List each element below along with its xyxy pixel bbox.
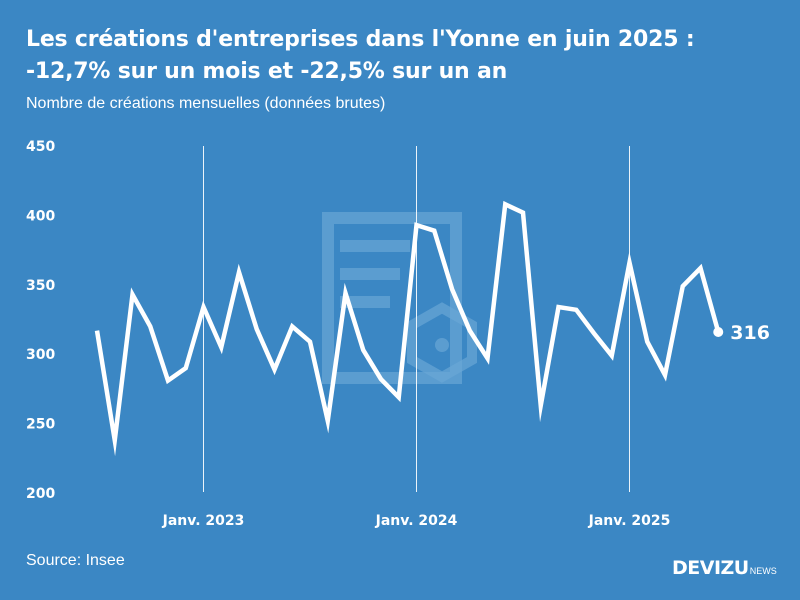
x-axis-ticks: Janv. 2023 Janv. 2024 Janv. 2025: [162, 513, 671, 529]
end-point-marker: [713, 326, 724, 337]
end-value-label: 316: [730, 322, 770, 344]
title-line-2: -12,7% sur un mois et -22,5% sur un an: [26, 59, 508, 84]
watermark-line-1: [340, 240, 410, 252]
y-tick-label: 450: [26, 139, 55, 155]
x-gridlines: [203, 146, 630, 492]
series-line: [94, 200, 721, 457]
x-tick-label: Janv. 2025: [588, 513, 671, 529]
y-axis-ticks: 200 250 300 350 400 450: [26, 139, 55, 502]
watermark-hex-dot: [435, 338, 449, 352]
watermark-hexagon: [407, 302, 477, 383]
watermark-logo-icon: [322, 212, 477, 384]
title-line-1: Les créations d'entreprises dans l'Yonne…: [26, 27, 695, 52]
series-group: 316: [94, 200, 770, 457]
x-tick-label: Janv. 2024: [375, 513, 458, 529]
brand-name: DEVIZU: [672, 557, 749, 579]
y-tick-label: 200: [26, 486, 55, 502]
y-tick-label: 250: [26, 417, 55, 433]
y-tick-label: 400: [26, 208, 55, 224]
chart-title: Les créations d'entreprises dans l'Yonne…: [26, 24, 786, 88]
watermark-page-shape: [322, 212, 462, 384]
brand-logo: DEVIZUNEWS: [672, 557, 777, 579]
watermark-line-2: [340, 268, 400, 280]
watermark-line-3: [340, 296, 390, 308]
source-note: Source: Insee: [26, 552, 125, 569]
y-tick-label: 350: [26, 278, 55, 294]
brand-sub: NEWS: [749, 566, 777, 576]
chart-subtitle: Nombre de créations mensuelles (données …: [26, 95, 386, 112]
y-tick-label: 300: [26, 347, 55, 363]
x-tick-label: Janv. 2023: [162, 513, 245, 529]
